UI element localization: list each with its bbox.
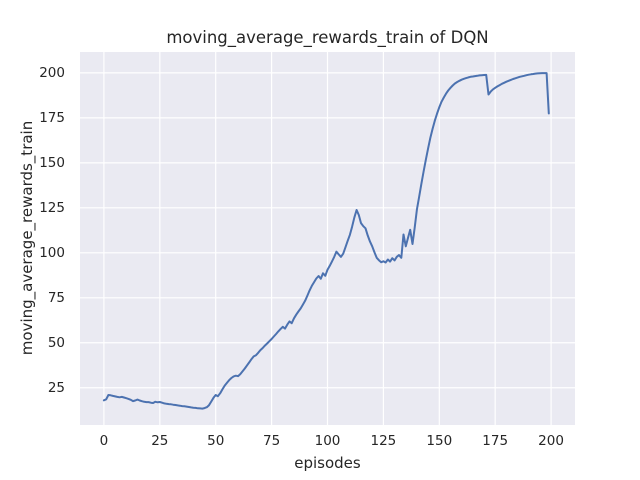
y-tick-label: 50 <box>47 334 65 351</box>
y-tick-label: 150 <box>39 154 65 171</box>
y-tick-label: 175 <box>39 109 65 126</box>
x-tick-label: 75 <box>263 433 281 449</box>
x-tick-label: 50 <box>207 433 225 449</box>
x-axis-label: episodes <box>294 454 361 472</box>
gridlines <box>80 52 575 425</box>
x-tick-label: 0 <box>99 433 109 449</box>
x-tick-label: 125 <box>370 433 397 449</box>
y-tick-label: 75 <box>47 289 65 306</box>
y-tick-label: 100 <box>39 244 65 261</box>
y-tick-label: 25 <box>47 379 65 396</box>
x-tick-label: 175 <box>482 433 509 449</box>
plot-canvas <box>80 52 575 425</box>
y-tick-label: 200 <box>39 64 65 81</box>
x-tick-label: 25 <box>151 433 169 449</box>
x-tick-label: 200 <box>538 433 564 449</box>
chart-title: moving_average_rewards_train of DQN <box>166 28 489 47</box>
x-tick-label: 150 <box>426 433 453 449</box>
x-tick-label: 100 <box>314 433 341 449</box>
y-axis-label-text: moving_average_rewards_train <box>18 120 36 356</box>
reward-series-line <box>102 72 550 410</box>
plot-area <box>80 52 575 425</box>
y-tick-label: 125 <box>39 199 65 216</box>
